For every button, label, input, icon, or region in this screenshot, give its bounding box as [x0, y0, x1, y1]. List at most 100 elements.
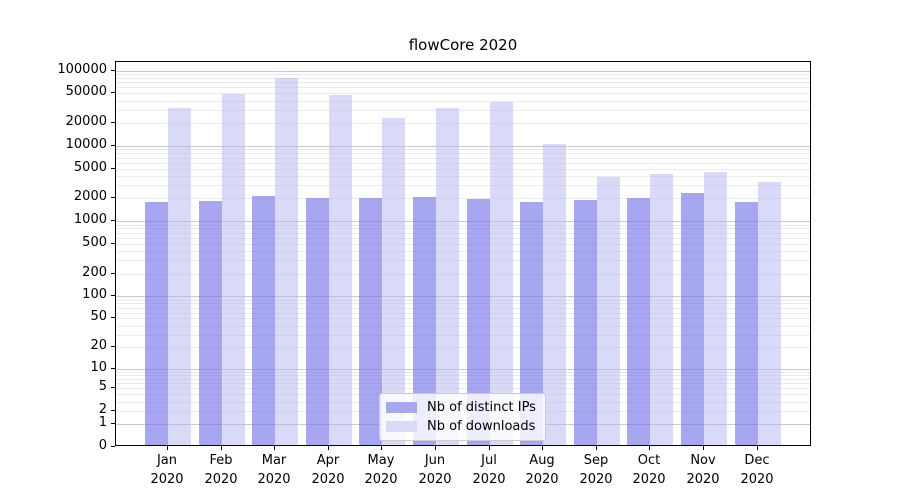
- gridline-minor: [116, 388, 810, 389]
- x-tick: [757, 446, 758, 450]
- gridline-minor: [116, 149, 810, 150]
- gridline-minor: [116, 185, 810, 186]
- x-tick-label: Jan 2020: [150, 453, 184, 487]
- y-tick: [111, 70, 115, 71]
- gridline-minor: [116, 198, 810, 199]
- bar-distinct-ips: [252, 196, 275, 445]
- gridline-minor: [116, 274, 810, 275]
- bar-downloads: [704, 172, 727, 445]
- y-tick: [111, 368, 115, 369]
- y-tick: [111, 92, 115, 93]
- gridline-minor: [116, 225, 810, 226]
- y-tick-label: 20000: [65, 114, 107, 129]
- gridline-minor: [116, 300, 810, 301]
- bar-downloads: [329, 95, 352, 445]
- x-tick: [381, 446, 382, 450]
- gridline-major: [116, 71, 810, 72]
- y-tick: [111, 273, 115, 274]
- bar-downloads: [168, 108, 191, 445]
- y-tick-label: 50000: [65, 84, 107, 99]
- gridline-minor: [116, 244, 810, 245]
- gridline-minor: [116, 313, 810, 314]
- y-tick-label: 20: [90, 338, 107, 353]
- y-tick-label: 100000: [57, 62, 107, 77]
- legend-label-distinct-ips: Nb of distinct IPs: [427, 400, 536, 415]
- y-tick-label: 10: [90, 360, 107, 375]
- x-tick-label: Feb 2020: [204, 453, 238, 487]
- gridline-minor: [116, 87, 810, 88]
- y-tick-label: 1: [98, 415, 107, 430]
- gridline-minor: [116, 383, 810, 384]
- gridline-minor: [116, 347, 810, 348]
- gridline-minor: [116, 228, 810, 229]
- gridline-minor: [116, 335, 810, 336]
- gridline-major: [116, 221, 810, 222]
- plot-area: Nb of distinct IPs Nb of downloads: [115, 61, 811, 446]
- x-tick-label: Nov 2020: [686, 453, 720, 487]
- x-tick: [274, 446, 275, 450]
- gridline-minor: [116, 251, 810, 252]
- x-tick-label: May 2020: [364, 453, 398, 487]
- gridline-minor: [116, 110, 810, 111]
- gridline-minor: [116, 176, 810, 177]
- legend-label-downloads: Nb of downloads: [427, 419, 536, 434]
- x-tick-label: Sep 2020: [579, 453, 613, 487]
- x-tick: [435, 446, 436, 450]
- bar-downloads: [597, 177, 620, 445]
- gridline-minor: [116, 82, 810, 83]
- gridline-minor: [116, 169, 810, 170]
- legend-swatch-distinct-ips: [386, 402, 417, 413]
- y-tick: [111, 122, 115, 123]
- y-tick: [111, 295, 115, 296]
- y-tick: [111, 197, 115, 198]
- x-tick: [596, 446, 597, 450]
- legend-item-downloads: Nb of downloads: [386, 419, 536, 434]
- bar-distinct-ips: [306, 198, 329, 445]
- legend-item-distinct-ips: Nb of distinct IPs: [386, 400, 536, 415]
- bar-distinct-ips: [145, 202, 168, 445]
- gridline-minor: [116, 372, 810, 373]
- y-tick: [111, 220, 115, 221]
- y-tick-label: 5000: [73, 160, 107, 175]
- y-tick-label: 2000: [73, 189, 107, 204]
- gridline-minor: [116, 379, 810, 380]
- bar-distinct-ips: [359, 198, 382, 445]
- y-tick-label: 5: [98, 379, 107, 394]
- gridline-minor: [116, 233, 810, 234]
- y-tick: [111, 168, 115, 169]
- gridline-minor: [116, 78, 810, 79]
- gridline-minor: [116, 318, 810, 319]
- y-tick-label: 1000: [73, 212, 107, 227]
- bar-distinct-ips: [413, 197, 436, 445]
- gridline-major: [116, 146, 810, 147]
- y-tick-label: 0: [98, 438, 107, 453]
- y-tick: [111, 446, 115, 447]
- bar-downloads: [758, 182, 781, 445]
- bar-distinct-ips: [520, 202, 543, 445]
- bar-downloads: [275, 78, 298, 445]
- gridline-minor: [116, 101, 810, 102]
- x-tick-label: Oct 2020: [632, 453, 666, 487]
- bar-distinct-ips: [627, 198, 650, 445]
- bar-distinct-ips: [467, 199, 490, 445]
- y-tick: [111, 410, 115, 411]
- y-tick-label: 200: [82, 265, 107, 280]
- y-tick-label: 100: [82, 287, 107, 302]
- bar-downloads: [490, 102, 513, 445]
- gridline-minor: [116, 123, 810, 124]
- bar-downloads: [222, 94, 245, 445]
- y-tick: [111, 317, 115, 318]
- y-tick: [111, 346, 115, 347]
- y-tick-label: 500: [82, 235, 107, 250]
- gridline-minor: [116, 74, 810, 75]
- y-tick-label: 2: [98, 402, 107, 417]
- y-tick: [111, 243, 115, 244]
- x-tick-label: Apr 2020: [311, 453, 345, 487]
- gridline-minor: [116, 93, 810, 94]
- gridline-minor: [116, 260, 810, 261]
- x-tick: [703, 446, 704, 450]
- bar-distinct-ips: [735, 202, 758, 445]
- x-tick: [542, 446, 543, 450]
- bar-distinct-ips: [681, 193, 704, 445]
